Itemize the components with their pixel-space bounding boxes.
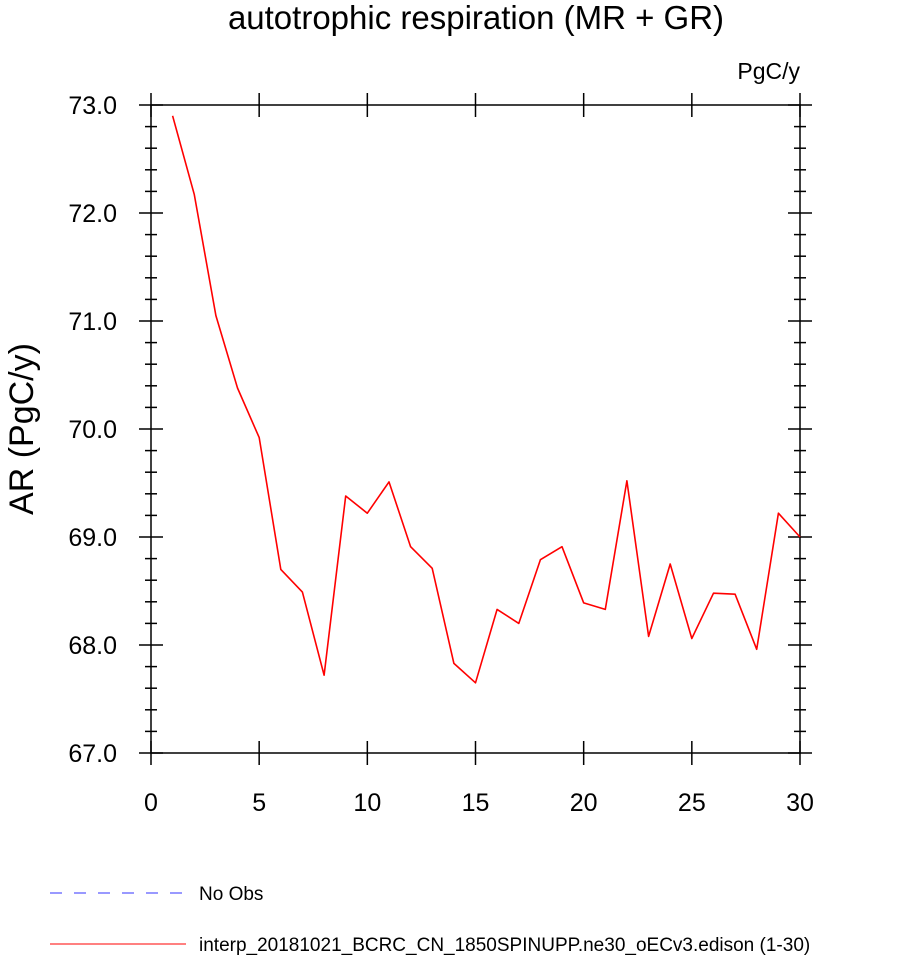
x-tick-label: 15 — [462, 789, 490, 817]
legend-label-model: interp_20181021_BCRC_CN_1850SPINUPP.ne30… — [199, 935, 810, 956]
x-tick-labels: 0 5 10 15 20 25 30 — [144, 789, 814, 817]
chart-title: autotrophic respiration (MR + GR) — [228, 0, 724, 36]
series-group — [171, 115, 801, 684]
minor-ticks — [145, 125, 806, 733]
y-tick-label: 72.0 — [68, 200, 117, 228]
y-tick-label: 71.0 — [68, 308, 117, 336]
x-tick-label: 10 — [353, 789, 381, 817]
y-axis-label: AR (PgC/y) — [3, 343, 41, 515]
plot-frame — [150, 104, 801, 754]
y-tick-label: 67.0 — [68, 740, 117, 768]
y-tick-label: 68.0 — [68, 632, 117, 660]
x-tick-label: 5 — [252, 789, 266, 817]
major-ticks — [139, 93, 812, 765]
y-tick-labels: 67.0 68.0 69.0 70.0 71.0 72.0 73.0 — [68, 92, 117, 768]
x-tick-label: 0 — [144, 789, 158, 817]
series-line — [171, 115, 801, 684]
legend: No Obs interp_20181021_BCRC_CN_1850SPINU… — [50, 884, 810, 956]
x-tick-label: 20 — [570, 789, 598, 817]
y-tick-label: 70.0 — [68, 416, 117, 444]
units-label: PgC/y — [737, 58, 800, 84]
x-tick-label: 30 — [786, 789, 814, 817]
x-tick-label: 25 — [678, 789, 706, 817]
legend-label-no-obs: No Obs — [199, 884, 263, 905]
y-tick-label: 69.0 — [68, 524, 117, 552]
y-tick-label: 73.0 — [68, 92, 117, 120]
